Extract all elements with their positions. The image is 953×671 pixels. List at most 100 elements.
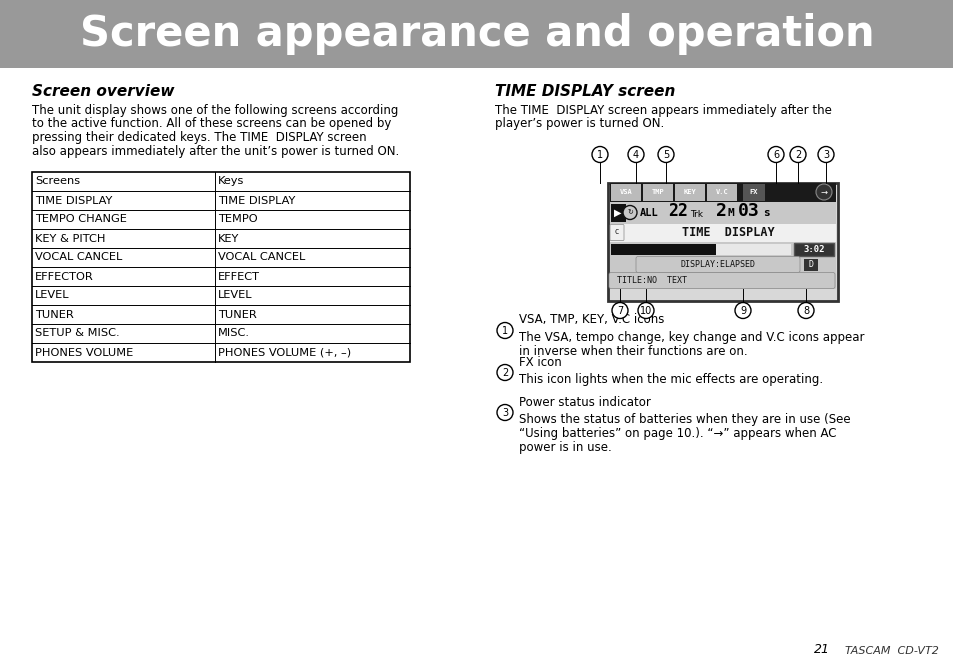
Text: 3:02: 3:02 bbox=[802, 244, 824, 254]
Bar bbox=[706, 183, 737, 201]
Bar bbox=[609, 201, 835, 223]
Text: 21: 21 bbox=[813, 643, 829, 656]
Circle shape bbox=[767, 146, 783, 162]
Text: 1: 1 bbox=[501, 325, 508, 336]
Text: TMP: TMP bbox=[651, 189, 663, 195]
Text: VSA: VSA bbox=[619, 189, 632, 195]
Text: Trk: Trk bbox=[689, 210, 702, 219]
Bar bbox=[742, 183, 764, 201]
Text: in inverse when their functions are on.: in inverse when their functions are on. bbox=[518, 345, 747, 358]
Text: PHONES VOLUME (+, –): PHONES VOLUME (+, –) bbox=[218, 348, 351, 358]
Text: →: → bbox=[820, 187, 826, 197]
Text: KEY: KEY bbox=[218, 234, 239, 244]
Text: KEY & PITCH: KEY & PITCH bbox=[35, 234, 106, 244]
Circle shape bbox=[612, 303, 627, 319]
Text: also appears immediately after the unit’s power is turned ON.: also appears immediately after the unit’… bbox=[32, 144, 399, 158]
Text: TIME  DISPLAY: TIME DISPLAY bbox=[681, 226, 774, 239]
Circle shape bbox=[658, 146, 673, 162]
Text: This icon lights when the mic effects are operating.: This icon lights when the mic effects ar… bbox=[518, 372, 822, 386]
FancyBboxPatch shape bbox=[608, 272, 834, 289]
Bar bbox=[609, 256, 835, 272]
Text: 5: 5 bbox=[662, 150, 668, 160]
Text: TUNER: TUNER bbox=[35, 309, 73, 319]
Bar bbox=[610, 244, 716, 254]
Text: 03: 03 bbox=[738, 203, 759, 221]
Bar bbox=[675, 183, 704, 201]
Text: C: C bbox=[615, 229, 618, 236]
Text: FX: FX bbox=[749, 189, 758, 195]
Text: 10: 10 bbox=[639, 305, 652, 315]
Text: LEVEL: LEVEL bbox=[218, 291, 253, 301]
Text: power is in use.: power is in use. bbox=[518, 442, 611, 454]
Circle shape bbox=[734, 303, 750, 319]
Text: 3: 3 bbox=[501, 407, 508, 417]
Text: EFFECTOR: EFFECTOR bbox=[35, 272, 93, 282]
Text: 3: 3 bbox=[822, 150, 828, 160]
Text: TEMPO CHANGE: TEMPO CHANGE bbox=[35, 215, 127, 225]
Text: 8: 8 bbox=[802, 305, 808, 315]
Bar bbox=[607, 183, 837, 301]
Circle shape bbox=[497, 323, 513, 338]
Bar bbox=[642, 183, 672, 201]
Bar bbox=[716, 244, 790, 254]
Text: Shows the status of batteries when they are in use (See: Shows the status of batteries when they … bbox=[518, 413, 850, 425]
Text: TIME DISPLAY screen: TIME DISPLAY screen bbox=[495, 84, 675, 99]
Bar bbox=[609, 223, 835, 242]
Text: DISPLAY:ELAPSED: DISPLAY:ELAPSED bbox=[679, 260, 755, 269]
Text: 4: 4 bbox=[632, 150, 639, 160]
Bar bbox=[0, 0, 953, 68]
Text: 1: 1 bbox=[597, 150, 602, 160]
Text: s: s bbox=[762, 207, 769, 217]
Bar bbox=[610, 183, 640, 201]
Bar bbox=[609, 242, 835, 256]
Text: LEVEL: LEVEL bbox=[35, 291, 70, 301]
Text: 2: 2 bbox=[794, 150, 801, 160]
Text: VSA, TMP, KEY, V.C icons: VSA, TMP, KEY, V.C icons bbox=[518, 313, 663, 327]
Text: TIME DISPLAY: TIME DISPLAY bbox=[218, 195, 295, 205]
Text: PHONES VOLUME: PHONES VOLUME bbox=[35, 348, 133, 358]
Text: TIME DISPLAY: TIME DISPLAY bbox=[35, 195, 112, 205]
Text: Keys: Keys bbox=[218, 176, 244, 187]
Text: EFFECT: EFFECT bbox=[218, 272, 260, 282]
Text: player’s power is turned ON.: player’s power is turned ON. bbox=[495, 117, 663, 130]
Circle shape bbox=[592, 146, 607, 162]
Circle shape bbox=[627, 146, 643, 162]
Circle shape bbox=[789, 146, 805, 162]
Text: The unit display shows one of the following screens according: The unit display shows one of the follow… bbox=[32, 104, 398, 117]
Text: 22: 22 bbox=[667, 203, 687, 221]
Bar bbox=[793, 242, 833, 256]
Text: ▶: ▶ bbox=[614, 207, 621, 217]
Bar bbox=[803, 258, 817, 270]
Text: KEY: KEY bbox=[683, 189, 696, 195]
Text: pressing their dedicated keys. The ​TIME  DISPLAY​ screen: pressing their dedicated keys. The ​TIME… bbox=[32, 131, 366, 144]
Text: VOCAL CANCEL: VOCAL CANCEL bbox=[35, 252, 122, 262]
Text: VOCAL CANCEL: VOCAL CANCEL bbox=[218, 252, 305, 262]
Text: Power status indicator: Power status indicator bbox=[518, 395, 650, 409]
Text: V.C: V.C bbox=[715, 189, 727, 195]
Circle shape bbox=[817, 146, 833, 162]
FancyBboxPatch shape bbox=[636, 256, 800, 272]
Bar bbox=[609, 183, 835, 201]
Text: ↻: ↻ bbox=[626, 209, 632, 215]
Text: M: M bbox=[727, 207, 734, 217]
Text: “Using batteries” on page 10.). “→” appears when AC: “Using batteries” on page 10.). “→” appe… bbox=[518, 427, 836, 440]
Circle shape bbox=[622, 205, 637, 219]
Bar bbox=[609, 272, 835, 289]
Text: TUNER: TUNER bbox=[218, 309, 256, 319]
Text: Screens: Screens bbox=[35, 176, 80, 187]
Bar bbox=[610, 203, 625, 221]
Text: MISC.: MISC. bbox=[218, 329, 250, 338]
FancyBboxPatch shape bbox=[609, 225, 623, 240]
Text: TITLE:NO  TEXT: TITLE:NO TEXT bbox=[617, 276, 686, 285]
Text: ALL: ALL bbox=[639, 207, 659, 217]
Text: 2: 2 bbox=[501, 368, 508, 378]
Text: 7: 7 bbox=[617, 305, 622, 315]
Text: TEMPO: TEMPO bbox=[218, 215, 257, 225]
Text: 6: 6 bbox=[772, 150, 779, 160]
Text: Screen appearance and operation: Screen appearance and operation bbox=[80, 13, 873, 55]
Text: TASCAM  CD-VT2: TASCAM CD-VT2 bbox=[844, 646, 938, 656]
Text: 9: 9 bbox=[740, 305, 745, 315]
Text: Screen overview: Screen overview bbox=[32, 84, 174, 99]
Text: 2: 2 bbox=[716, 203, 726, 221]
Text: SETUP & MISC.: SETUP & MISC. bbox=[35, 329, 119, 338]
